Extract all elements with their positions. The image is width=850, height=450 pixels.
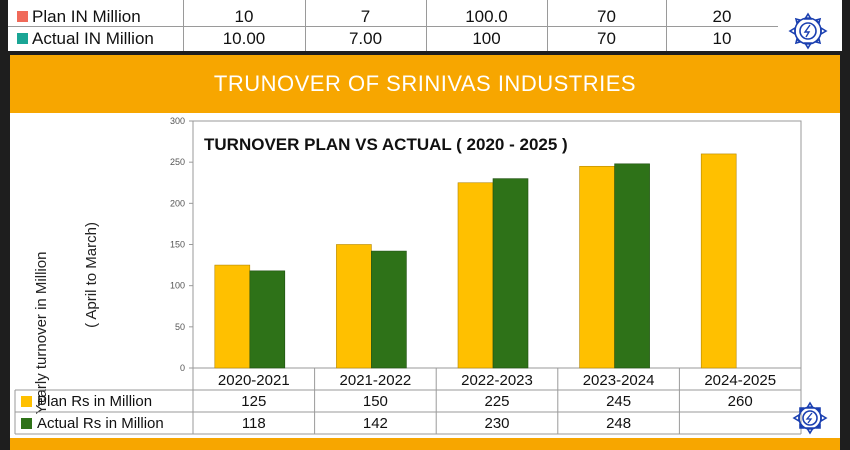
table-cell: 7 <box>360 7 371 26</box>
actual-bar <box>371 250 407 369</box>
sprocket-logo-icon <box>788 12 828 50</box>
plan-legend-swatch <box>21 396 32 407</box>
sprocket-logo-icon <box>792 401 828 435</box>
actual-swatch <box>17 33 28 44</box>
table-cell: 70 <box>597 7 616 26</box>
data-label: 230 <box>484 415 509 432</box>
table-cell: 10 <box>234 7 254 26</box>
y-tick-label: 250 <box>170 157 185 167</box>
series-name: Actual Rs in Million <box>37 415 164 432</box>
y-tick-label: 150 <box>170 240 185 250</box>
category-label: 2021-2022 <box>340 372 412 389</box>
plan-bar <box>579 165 615 369</box>
chart-title: TURNOVER PLAN VS ACTUAL ( 2020 - 2025 ) <box>204 135 568 154</box>
y-axis-sublabel: ( April to March) <box>83 222 100 328</box>
table-cell: 100.0 <box>465 7 508 26</box>
y-axis-label: Yearly turnover in Million <box>33 252 50 415</box>
table-cell: 70 <box>597 29 616 48</box>
table-cell: 20 <box>712 7 732 26</box>
data-label: 125 <box>241 393 266 410</box>
data-label: 225 <box>484 393 509 410</box>
actual-bar <box>249 270 286 369</box>
category-label: 2023-2024 <box>583 372 655 389</box>
y-tick-label: 200 <box>170 198 185 208</box>
category-label: 2020-2021 <box>218 372 290 389</box>
y-tick-label: 300 <box>170 116 185 126</box>
y-tick-label: 100 <box>170 281 185 291</box>
data-label: 248 <box>606 415 631 432</box>
table-cell: 7.00 <box>348 29 383 48</box>
top-row-actual: Actual IN Million 10.00 7.00 100 70 10 <box>8 28 778 50</box>
actual-bar <box>492 178 529 369</box>
data-label: 260 <box>728 393 753 410</box>
category-label: 2024-2025 <box>704 372 776 389</box>
data-label: 150 <box>363 393 388 410</box>
y-tick-label: 0 <box>180 363 185 373</box>
plan-bar <box>214 264 251 369</box>
actual-legend-swatch <box>21 418 32 429</box>
title-banner: TRUNOVER OF SRINIVAS INDUSTRIES <box>10 55 840 113</box>
row-label: Plan IN Million <box>32 7 141 26</box>
table-cell: 100 <box>472 29 501 48</box>
plan-bar <box>457 182 494 369</box>
y-tick-label: 50 <box>175 322 185 332</box>
chart-panel: Yearly turnover in Million ( April to Ma… <box>10 113 840 438</box>
banner-title: TRUNOVER OF SRINIVAS INDUSTRIES <box>213 71 637 96</box>
data-label: 142 <box>363 415 388 432</box>
plan-bar <box>336 244 372 369</box>
table-cell: 10 <box>712 29 732 48</box>
table-cell: 10.00 <box>222 29 266 48</box>
data-label: 118 <box>242 415 266 432</box>
bottom-banner-strip <box>10 438 840 450</box>
row-label: Actual IN Million <box>32 29 154 48</box>
category-label: 2022-2023 <box>461 372 533 389</box>
actual-bar <box>614 163 650 369</box>
data-label: 245 <box>606 393 631 410</box>
top-logo <box>778 0 842 51</box>
bar-chart: Yearly turnover in Million ( April to Ma… <box>14 116 802 435</box>
plan-bar <box>700 153 737 369</box>
plan-swatch <box>17 11 28 22</box>
series-name: Plan Rs in Million <box>37 393 152 410</box>
top-data-table: Plan IN Million 10 7 100.0 70 20 Actual … <box>8 0 778 51</box>
top-row-plan: Plan IN Million 10 7 100.0 70 20 <box>8 6 778 28</box>
